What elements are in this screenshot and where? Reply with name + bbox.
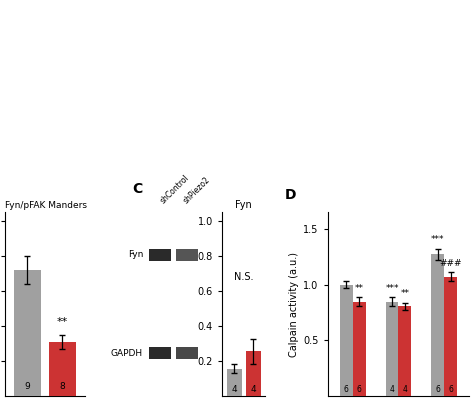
- Text: ***: ***: [431, 236, 445, 244]
- Text: **: **: [355, 284, 364, 293]
- Text: N.S.: N.S.: [234, 272, 254, 282]
- Text: 4: 4: [250, 385, 256, 394]
- Bar: [14, 270, 41, 396]
- Text: 4: 4: [231, 385, 237, 394]
- Text: C: C: [132, 182, 143, 196]
- Text: GAPDH: GAPDH: [111, 349, 143, 358]
- Bar: [444, 277, 457, 396]
- Text: 6: 6: [435, 385, 440, 394]
- Bar: [49, 342, 76, 396]
- Text: A: A: [7, 10, 17, 23]
- Text: Fyn: Fyn: [128, 250, 143, 259]
- Text: **: **: [401, 290, 410, 298]
- Bar: [149, 347, 171, 359]
- Y-axis label: Calpain activity (a.u.): Calpain activity (a.u.): [289, 252, 299, 356]
- Text: ###: ###: [439, 259, 462, 268]
- Text: D: D: [285, 188, 297, 202]
- Text: shPiezo2: shPiezo2: [182, 175, 212, 205]
- Text: Fyn/pFAK Manders: Fyn/pFAK Manders: [5, 201, 87, 210]
- Bar: [340, 284, 353, 396]
- Bar: [149, 249, 171, 261]
- Bar: [353, 302, 365, 396]
- Text: 9: 9: [25, 382, 30, 391]
- Text: shControl: shControl: [159, 173, 191, 205]
- Text: 6: 6: [344, 385, 349, 394]
- Text: 6: 6: [357, 385, 362, 394]
- Bar: [386, 302, 399, 396]
- Text: 8: 8: [60, 382, 65, 391]
- Text: 6: 6: [448, 385, 453, 394]
- Text: 4: 4: [390, 385, 394, 394]
- Text: 4: 4: [402, 385, 407, 394]
- Bar: [176, 347, 198, 359]
- Title: Fyn: Fyn: [235, 200, 252, 210]
- Bar: [227, 369, 242, 396]
- Bar: [431, 254, 444, 396]
- Text: ***: ***: [385, 284, 399, 293]
- Bar: [246, 351, 261, 396]
- Bar: [176, 249, 198, 261]
- Text: **: **: [57, 317, 68, 327]
- Bar: [399, 306, 411, 396]
